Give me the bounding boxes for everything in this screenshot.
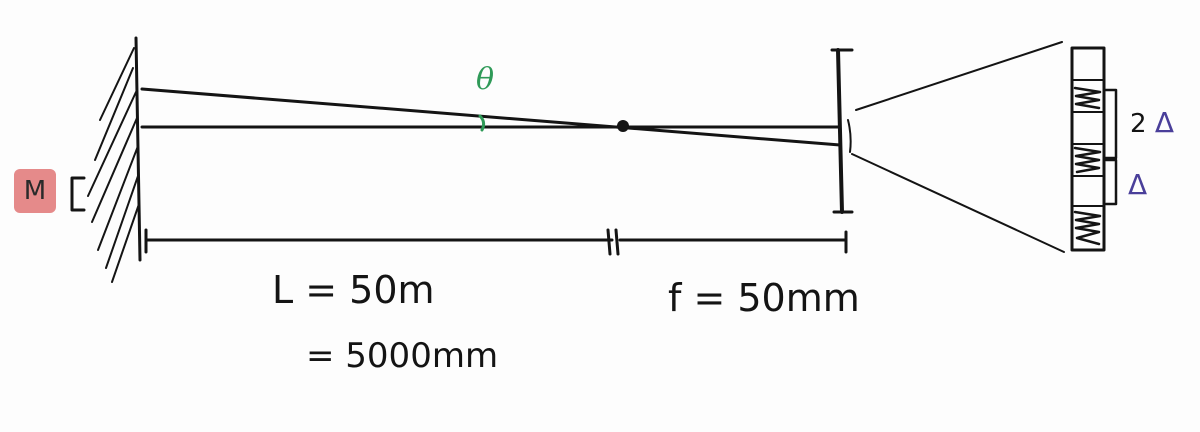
lens-plane [830, 48, 854, 214]
angle-arc [478, 114, 486, 132]
gap-2-factor: 2 [1130, 109, 1147, 139]
object-wall [87, 36, 142, 283]
chief-ray [140, 87, 842, 147]
dimension-f [618, 230, 848, 254]
angle-label: θ [476, 62, 495, 97]
pixel-strip [1070, 46, 1106, 252]
gap-delta-label: Δ [1128, 168, 1148, 201]
object-bracket [70, 176, 86, 212]
distance-mm-label: = 5000mm [306, 336, 499, 376]
bracket-2delta [1102, 88, 1118, 160]
lens-center-dot [617, 120, 629, 132]
bracket-delta [1104, 158, 1118, 206]
dimension-L [144, 228, 620, 256]
zoom-lines [851, 41, 1065, 253]
object-label: M [14, 169, 56, 213]
filled-pixels [1073, 86, 1102, 246]
gap-2-label: 2 Δ [1130, 106, 1174, 139]
focal-length-label: f = 50mm [668, 276, 860, 320]
gap-2-delta: Δ [1154, 106, 1174, 139]
distance-label: L = 50m [272, 268, 435, 312]
